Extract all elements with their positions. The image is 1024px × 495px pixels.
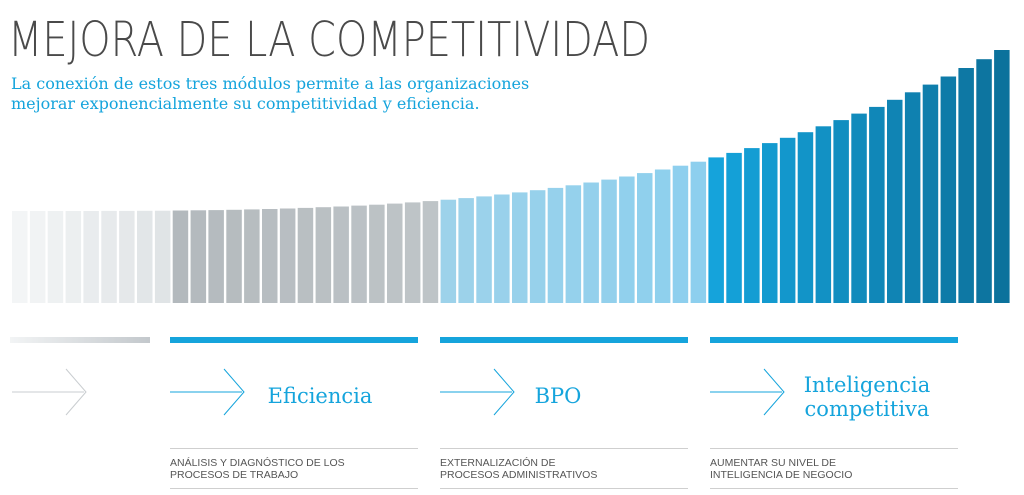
subtitle-line-1: La conexión de estos tres módulos permit… xyxy=(11,74,530,93)
growth-bar xyxy=(422,201,439,303)
growth-bar xyxy=(47,211,64,303)
growth-bar xyxy=(440,199,457,303)
module-bpo-description: EXTERNALIZACIÓN DE PROCESOS ADMINISTRATI… xyxy=(440,457,688,481)
growth-bar xyxy=(637,173,653,303)
arrow-right-icon xyxy=(440,368,515,416)
growth-bar xyxy=(547,187,564,303)
growth-bar xyxy=(958,68,974,303)
growth-bar xyxy=(137,210,153,303)
growth-bar xyxy=(351,205,367,303)
module-bpo-bar xyxy=(440,337,688,343)
growth-bar xyxy=(994,50,1010,303)
subtitle: La conexión de estos tres módulos permit… xyxy=(11,74,529,114)
page-title: MEJORA DE LA COMPETITIVIDAD xyxy=(8,12,651,68)
growth-bar xyxy=(262,209,278,303)
growth-bar xyxy=(119,210,135,303)
growth-bar xyxy=(529,190,546,303)
module-intelligence-description: AUMENTAR SU NIVEL DE INTELIGENCIA DE NEG… xyxy=(710,457,958,481)
growth-bar xyxy=(172,210,189,303)
growth-bar xyxy=(387,203,403,303)
growth-bar xyxy=(690,161,707,303)
divider xyxy=(710,488,958,489)
growth-bar xyxy=(279,208,296,303)
growth-bar xyxy=(101,210,117,303)
growth-bar xyxy=(744,148,760,303)
growth-bar xyxy=(565,185,582,303)
growth-bar xyxy=(476,196,492,303)
arrow-right-icon xyxy=(710,368,785,416)
growth-bar xyxy=(619,176,635,303)
growth-bar xyxy=(297,207,314,303)
growth-bar xyxy=(315,207,332,303)
growth-bars xyxy=(12,50,1010,304)
growth-bar xyxy=(83,211,99,303)
growth-bar xyxy=(851,113,867,303)
module-intelligence-heading-line-1: Inteligencia xyxy=(803,373,931,397)
module-efficiency-description-line-2: PROCESOS DE TRABAJO xyxy=(170,469,299,481)
divider xyxy=(170,488,418,489)
growth-bar xyxy=(12,211,28,303)
growth-bar xyxy=(976,59,992,304)
growth-bar xyxy=(512,192,528,303)
growth-bar xyxy=(601,179,617,303)
growth-bar xyxy=(583,182,599,303)
subtitle-line-2: mejorar exponencialmente su competitivid… xyxy=(11,94,480,113)
module-intelligence-description-line-2: INTELIGENCIA DE NEGOCIO xyxy=(710,469,853,481)
module-intelligence-bar xyxy=(710,337,958,343)
growth-bar xyxy=(797,132,814,303)
module-intelligence-description-line-1: AUMENTAR SU NIVEL DE xyxy=(710,457,837,469)
module-bpo-heading-line-1: BPO xyxy=(534,384,582,408)
divider xyxy=(710,448,958,449)
growth-bar xyxy=(29,211,46,303)
growth-bar xyxy=(779,137,796,303)
growth-bar xyxy=(208,210,224,303)
growth-bar xyxy=(904,92,921,303)
growth-bar xyxy=(708,157,724,303)
growth-bar xyxy=(654,169,671,303)
growth-bar xyxy=(922,84,939,303)
module-efficiency-bar xyxy=(170,337,418,343)
growth-bar xyxy=(494,194,510,303)
growth-bar xyxy=(190,210,207,303)
module-intelligence-heading-line-2: competitiva xyxy=(804,397,930,421)
growth-bar xyxy=(833,120,849,303)
module-efficiency-description-line-1: ANÁLISIS Y DIAGNÓSTICO DE LOS xyxy=(170,457,345,469)
growth-bar xyxy=(65,211,82,303)
module-bpo-heading: BPO xyxy=(518,384,598,408)
module-intelligence-heading: Inteligencia competitiva xyxy=(792,373,942,421)
growth-bar xyxy=(244,209,260,303)
growth-bar xyxy=(726,152,742,303)
module-start-bar xyxy=(10,337,150,343)
module-efficiency-heading: Eficiencia xyxy=(260,384,380,408)
divider xyxy=(440,488,688,489)
growth-bar xyxy=(762,143,778,303)
growth-bar xyxy=(815,126,832,303)
growth-bar xyxy=(333,206,349,303)
arrow-right-icon xyxy=(170,368,245,416)
arrow-right-icon xyxy=(12,368,87,416)
growth-bar xyxy=(154,210,171,303)
module-efficiency-description: ANÁLISIS Y DIAGNÓSTICO DE LOS PROCESOS D… xyxy=(170,457,418,481)
growth-bar xyxy=(226,209,242,303)
growth-bar xyxy=(404,202,421,303)
module-bpo-description-line-1: EXTERNALIZACIÓN DE xyxy=(440,457,556,469)
growth-bar xyxy=(369,204,385,303)
divider xyxy=(440,448,688,449)
module-bpo-description-line-2: PROCESOS ADMINISTRATIVOS xyxy=(440,469,598,481)
growth-bar xyxy=(672,165,689,303)
growth-bar xyxy=(940,76,957,303)
growth-bar xyxy=(458,198,474,303)
growth-bar xyxy=(887,99,903,303)
divider xyxy=(170,448,418,449)
module-efficiency-heading-line-1: Eficiencia xyxy=(267,384,373,408)
growth-bar xyxy=(869,106,885,304)
